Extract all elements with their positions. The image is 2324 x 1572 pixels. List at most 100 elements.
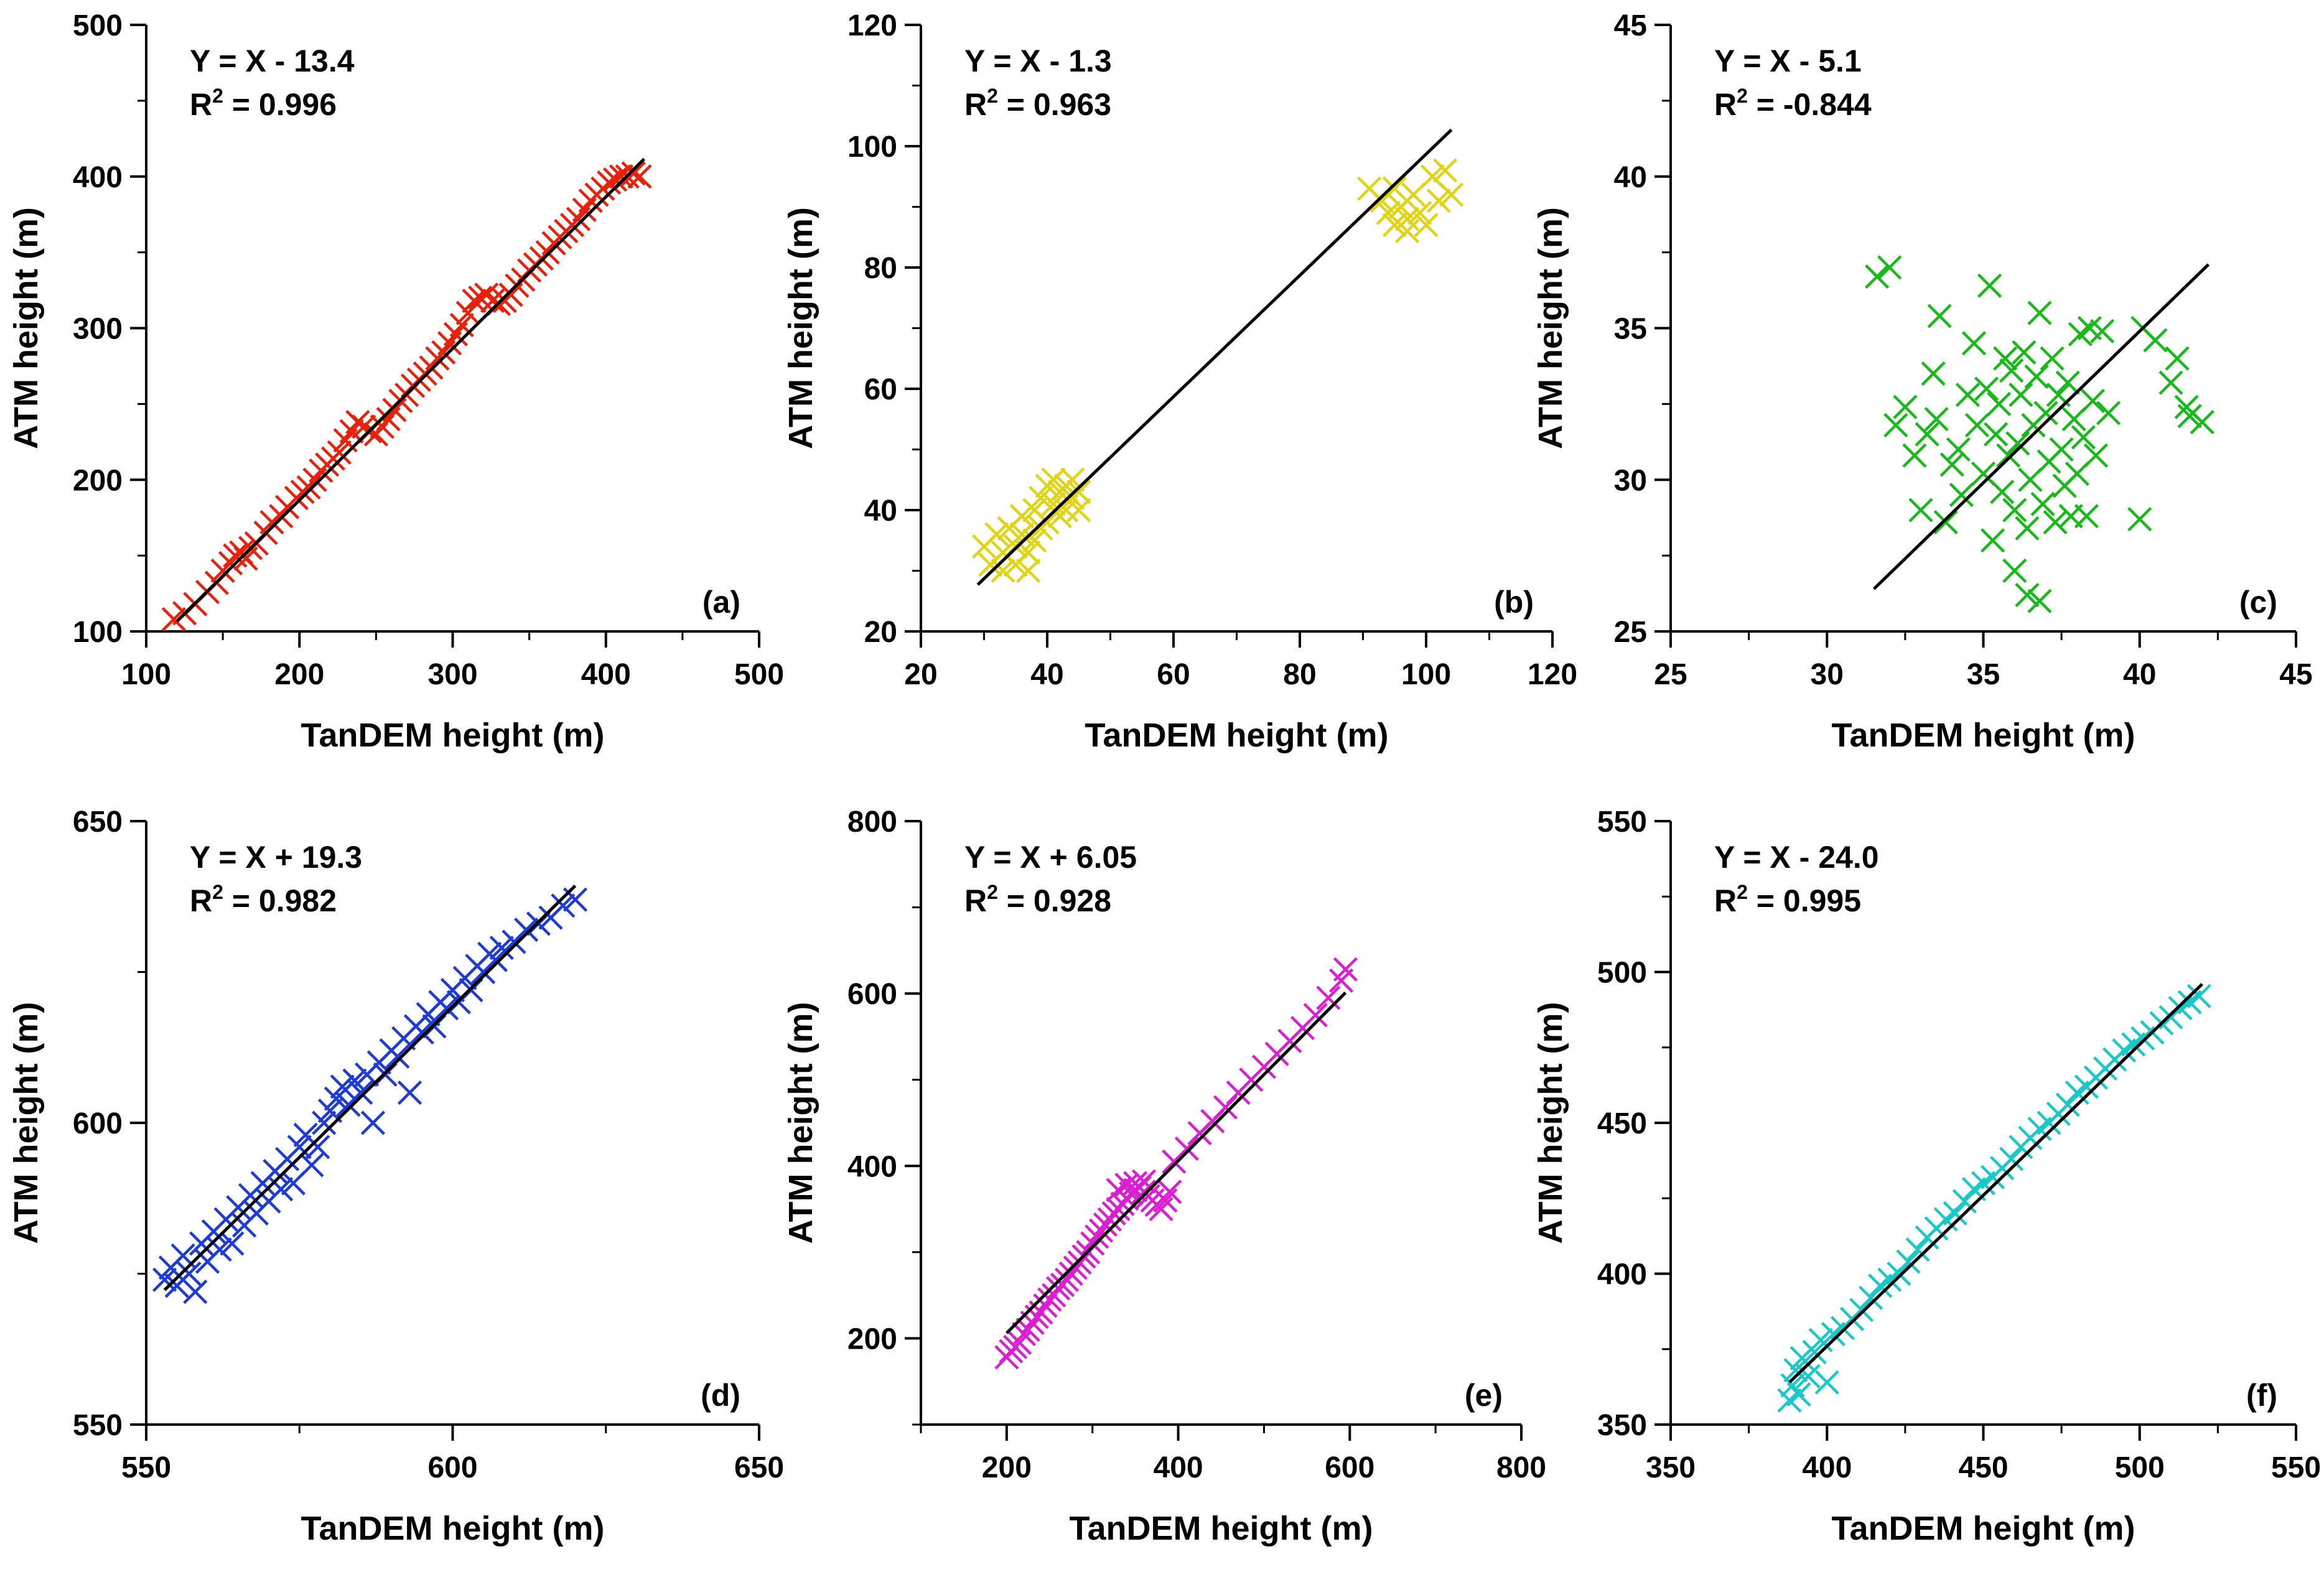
x-tick-label: 300 (427, 658, 477, 691)
chart-panel-b: 20 40 60 80 100 120 20 40 60 80 100 120 TanDEM heigh… (782, 9, 1577, 754)
data-point-c-4 (1902, 443, 1927, 468)
x-axis-label: TanDEM height (m) (1832, 717, 2135, 754)
x-tick-label: 200 (274, 658, 324, 691)
data-point-a-67 (597, 170, 622, 195)
data-point-c-42 (2040, 346, 2065, 371)
y-tick-label: 100 (847, 131, 897, 164)
chart-panel-f: 350 400 450 500 550 350 400 450 500 550 TanDEM hei… (1532, 806, 2321, 1547)
x-tick-label: 20 (904, 658, 937, 691)
data-point-b-2 (984, 522, 1009, 547)
x-tick-label: 400 (581, 658, 631, 691)
data-point-b-34 (1394, 207, 1420, 231)
y-axis-label: ATM height (m) (7, 1002, 45, 1244)
r-squared-value: = 0.982 (223, 883, 337, 918)
x-tick-label: 450 (1958, 1451, 2008, 1484)
data-point-c-29 (2005, 431, 2030, 456)
data-point-d-38 (385, 1044, 410, 1069)
data-point-b-27 (1066, 480, 1091, 505)
data-point-c-5 (1908, 498, 1933, 523)
data-point-b-41 (1432, 158, 1458, 183)
data-point-f-7 (1808, 1328, 1833, 1352)
data-point-c-27 (2002, 558, 2027, 584)
data-point-e-44 (1174, 1136, 1199, 1161)
data-point-f-22 (1943, 1201, 1967, 1226)
y-tick-label: 350 (1597, 1409, 1647, 1442)
data-point-c-24 (1993, 346, 2018, 371)
data-point-c-12 (1946, 437, 1971, 462)
data-point-c-9 (1927, 304, 1952, 328)
data-point-b-4 (991, 558, 1015, 584)
y-axis-label: ATM height (m) (1532, 1002, 1569, 1244)
data-point-f-28 (1999, 1146, 2024, 1171)
data-point-c-39 (2030, 491, 2055, 516)
fit-line (175, 157, 646, 623)
x-tick-label: 800 (1496, 1451, 1546, 1484)
data-point-b-9 (1009, 522, 1034, 547)
x-tick-label: 40 (2123, 658, 2156, 691)
r-squared-value: = 0.963 (998, 87, 1111, 122)
y-tick-label: 550 (1597, 806, 1647, 839)
data-point-d-24 (299, 1153, 324, 1178)
r-squared-sup: 2 (212, 85, 223, 107)
data-point-a-45 (462, 289, 487, 314)
data-point-c-55 (2080, 388, 2105, 414)
y-tick-label: 600 (847, 978, 897, 1011)
x-tick-label: 60 (1157, 658, 1190, 691)
data-point-a-23 (327, 440, 352, 465)
r-squared-r: R (1714, 883, 1737, 918)
data-point-b-31 (1382, 176, 1407, 201)
chart-panel-e: 200 400 600 800 200 400 600 800 TanDEM height (m… (782, 806, 1546, 1547)
x-tick-label: 35 (1967, 658, 2000, 691)
data-point-c-26 (1999, 358, 2024, 383)
x-tick-label: 40 (1030, 658, 1063, 691)
data-point-c-59 (2127, 507, 2152, 532)
data-point-c-58 (2096, 401, 2121, 426)
data-point-f-17 (1896, 1249, 1921, 1274)
y-tick-label: 80 (864, 252, 897, 285)
y-tick-label: 45 (1614, 9, 1647, 42)
y-tick-label: 650 (73, 806, 123, 839)
x-tick-label: 120 (1528, 658, 1577, 691)
r-squared-r: R (190, 883, 212, 918)
equation-label: Y = X - 24.0 (1714, 840, 1879, 875)
r-squared-sup: 2 (987, 85, 998, 107)
y-axis-label: ATM height (m) (7, 207, 45, 449)
x-tick-label: 100 (1401, 658, 1451, 691)
data-point-c-65 (2177, 404, 2202, 429)
data-point-b-18 (1041, 491, 1066, 516)
y-tick-label: 500 (73, 9, 123, 42)
r-squared-label: R2 = 0.928 (964, 881, 1111, 918)
r-squared-r: R (190, 87, 212, 122)
r-squared-value: = -0.844 (1748, 87, 1872, 122)
data-point-f-48 (2186, 984, 2211, 1008)
data-point-d-55 (489, 936, 514, 960)
data-point-b-32 (1382, 213, 1407, 238)
y-tick-label: 400 (1597, 1258, 1647, 1291)
x-axis-label: TanDEM height (m) (301, 1510, 605, 1547)
x-tick-label: 400 (1154, 1451, 1203, 1484)
y-tick-label: 400 (847, 1150, 897, 1183)
data-point-d-26 (312, 1110, 337, 1135)
x-tick-label: 350 (1646, 1451, 1696, 1484)
r-squared-sup: 2 (212, 881, 223, 903)
data-point-c-8 (1924, 407, 1949, 432)
chart-panel-c: 25 30 35 40 45 25 30 35 40 45 TanDEM height (m) ATM… (1532, 9, 2313, 754)
data-point-d-22 (287, 1135, 312, 1160)
y-tick-label: 600 (73, 1107, 123, 1140)
equation-label: Y = X - 13.4 (190, 44, 355, 78)
x-tick-label: 550 (2271, 1451, 2321, 1484)
fit-line (163, 885, 577, 1291)
y-tick-label: 120 (847, 9, 897, 42)
data-point-c-22 (1987, 391, 2012, 416)
panel-tag: (a) (702, 585, 740, 620)
r-squared-sup: 2 (1737, 881, 1748, 903)
data-point-c-20 (1980, 528, 2005, 553)
data-point-b-16 (1035, 509, 1060, 535)
data-point-c-57 (2089, 319, 2115, 343)
x-tick-label: 80 (1283, 658, 1316, 691)
data-point-d-0 (152, 1267, 177, 1292)
data-point-c-40 (2033, 401, 2058, 426)
data-point-f-8 (1814, 1370, 1839, 1395)
y-tick-label: 35 (1614, 313, 1647, 346)
